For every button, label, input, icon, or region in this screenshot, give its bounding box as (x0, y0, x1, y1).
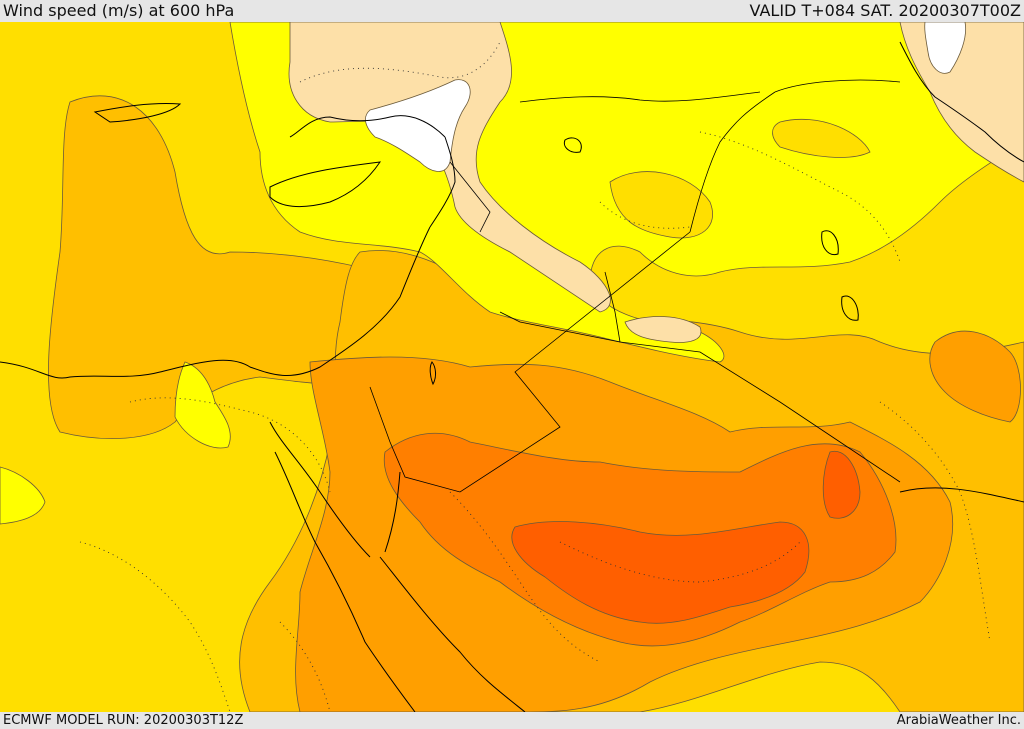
dotted-contours (79, 41, 991, 712)
wind-band-15-20-island-1 (609, 171, 713, 239)
map-title: Wind speed (m/s) at 600 hPa (3, 1, 235, 20)
gulf-of-aqaba (384, 471, 401, 553)
country-borders (369, 79, 901, 493)
model-run-label: ECMWF MODEL RUN: 20200303T12Z (3, 713, 244, 728)
wind-band-35-40 (511, 521, 810, 624)
lake-1 (563, 137, 582, 153)
dead-sea (429, 361, 436, 386)
red-sea-east-coast (379, 556, 526, 712)
gulf-of-suez (269, 421, 371, 558)
wind-band-35-40-east (822, 450, 861, 519)
caspian-coast (899, 41, 1024, 163)
cyprus (269, 161, 382, 207)
wind-band-10-15-west (0, 466, 46, 525)
valid-time-label: VALID T+084 SAT. 20200307T00Z (749, 1, 1021, 20)
turkey-coast (289, 115, 446, 138)
wind-band-0-5 (365, 79, 471, 172)
lake-3 (841, 295, 859, 321)
red-sea-west-coast (274, 451, 416, 712)
north-africa-coast (0, 226, 431, 379)
header-bar: Wind speed (m/s) at 600 hPa VALID T+084 … (0, 0, 1024, 22)
crete (93, 103, 182, 123)
wind-band-25-30-east (929, 330, 1021, 423)
footer-bar: ECMWF MODEL RUN: 20200303T12Z ArabiaWeat… (0, 712, 1024, 729)
wind-band-10-15-sinai (174, 361, 231, 449)
wind-band-5-10-iraq (624, 316, 702, 343)
wind-band-15-20-island-2 (772, 118, 871, 158)
persian-gulf-coast (899, 487, 1024, 503)
wind-band-0-5-north (924, 22, 967, 74)
wind-speed-map (0, 22, 1024, 712)
levant-coast (429, 136, 456, 228)
coastlines (0, 41, 1024, 712)
lake-2 (821, 230, 839, 256)
provider-label: ArabiaWeather Inc. (896, 713, 1021, 728)
